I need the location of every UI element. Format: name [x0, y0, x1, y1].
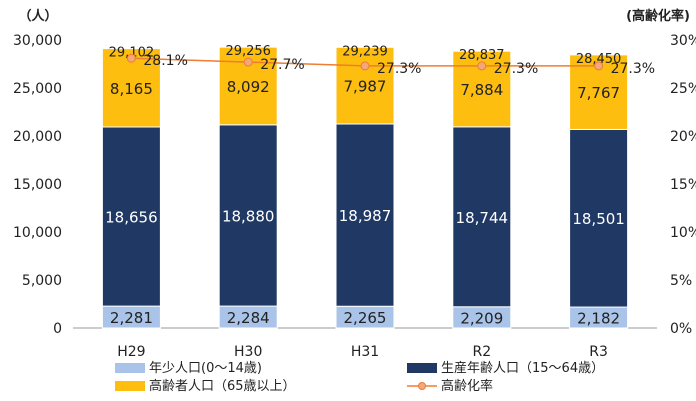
legend-label: 生産年齢人口（15～64歳）	[441, 360, 604, 376]
bar-segment	[335, 46, 395, 125]
y-tick-label: 5,000	[22, 273, 62, 289]
y-tick-label: 25,000	[13, 81, 62, 97]
y-tick-label: 0	[53, 321, 62, 337]
aging-rate-point	[477, 61, 487, 71]
aging-rate-label: 27.3%	[494, 61, 538, 77]
aging-rate-label: 27.3%	[611, 61, 655, 77]
y2-tick-label: 0%	[670, 321, 692, 337]
legend-swatch	[115, 381, 145, 391]
y2-tick-label: 30%	[670, 33, 696, 49]
segment-value-label: 2,265	[344, 309, 387, 327]
bar-segment	[569, 128, 629, 308]
category-label: H31	[351, 344, 379, 360]
segment-value-label: 8,092	[227, 78, 270, 96]
segment-value-label: 2,281	[110, 309, 153, 327]
y-tick-label: 15,000	[13, 177, 62, 193]
aging-rate-point	[360, 61, 370, 71]
aging-rate-point	[243, 57, 253, 67]
bar-segment	[218, 124, 278, 307]
legend-label: 高齢化率	[441, 378, 493, 394]
category-label: R2	[472, 344, 491, 360]
y-tick-label: 10,000	[13, 225, 62, 241]
y2-axis-unit: (高齢化率)	[626, 8, 690, 24]
y-tick-label: 20,000	[13, 129, 62, 145]
bars: 2,281 18,656 8,165 29,102 2,284 18,880 8,092 29…	[101, 44, 629, 329]
y-axis-unit: （人）	[18, 8, 57, 24]
total-label: 28,837	[459, 48, 505, 63]
segment-value-label: 18,880	[222, 207, 275, 225]
y2-axis-ticks: 0% 5% 10% 15% 20% 25% 30%	[670, 33, 696, 337]
legend-label: 年少人口(0～14歳)	[149, 361, 262, 376]
legend-label: 高齢者人口（65歳以上）	[149, 378, 296, 394]
y2-tick-label: 25%	[670, 81, 696, 97]
legend-marker	[418, 382, 426, 390]
segment-value-label: 7,767	[577, 84, 620, 102]
segment-value-label: 18,501	[572, 210, 625, 228]
legend: 年少人口(0～14歳) 生産年齢人口（15～64歳） 高齢者人口（65歳以上） 高齢化…	[115, 360, 604, 394]
category-label: R3	[589, 344, 608, 360]
category-label: H29	[117, 344, 145, 360]
segment-value-label: 7,884	[460, 81, 503, 99]
legend-swatch	[407, 363, 437, 373]
y-tick-label: 30,000	[13, 33, 62, 49]
segment-value-label: 18,987	[339, 207, 392, 225]
aging-rate-label: 27.7%	[260, 57, 304, 73]
segment-value-label: 18,656	[105, 209, 158, 227]
category-labels: H29 H30 H31 R2 R3	[117, 344, 608, 360]
total-label: 29,102	[109, 46, 155, 61]
aging-rate-point	[594, 61, 604, 71]
y-axis-ticks: 0 5,000 10,000 15,000 20,000 25,000 30,000	[13, 33, 62, 337]
bar-segment	[335, 123, 395, 307]
total-label: 29,256	[225, 44, 271, 59]
segment-value-label: 8,165	[110, 80, 153, 98]
aging-rate-line: 28.1% 27.7% 27.3% 27.3% 27.3%	[126, 53, 655, 77]
category-label: H30	[234, 344, 262, 360]
total-label: 29,239	[342, 44, 388, 59]
y2-tick-label: 20%	[670, 129, 696, 145]
segment-value-label: 2,209	[460, 309, 503, 327]
segment-value-label: 2,284	[227, 309, 270, 327]
legend-swatch	[115, 363, 145, 373]
y2-tick-label: 10%	[670, 225, 696, 241]
y2-tick-label: 15%	[670, 177, 696, 193]
bar-segment	[452, 126, 512, 308]
aging-rate-point	[126, 53, 136, 63]
segment-value-label: 18,744	[456, 209, 509, 227]
aging-rate-label: 27.3%	[377, 61, 421, 77]
aging-rate-label: 28.1%	[143, 53, 187, 69]
y2-tick-label: 5%	[670, 273, 692, 289]
segment-value-label: 2,182	[577, 310, 620, 328]
segment-value-label: 7,987	[344, 78, 387, 96]
total-label: 28,450	[576, 52, 622, 67]
bar-segment	[101, 126, 161, 307]
